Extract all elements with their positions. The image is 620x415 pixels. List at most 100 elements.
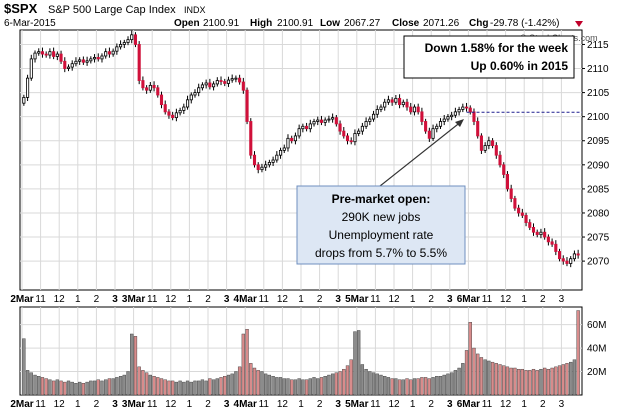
- volume-bar: [29, 372, 33, 396]
- candle-down: [535, 231, 539, 236]
- volume-bar: [111, 378, 115, 396]
- candle-down: [498, 154, 502, 166]
- candle-down: [468, 107, 472, 113]
- candle-down: [546, 236, 550, 243]
- candle-down: [472, 111, 476, 122]
- volume-bar: [51, 380, 56, 396]
- candle-down: [409, 106, 413, 113]
- volume-x-tick-label: 2Mar: [10, 399, 33, 410]
- candle-down: [509, 188, 513, 199]
- volume-bar: [550, 367, 554, 396]
- volume-bar: [189, 381, 193, 396]
- volume-y-tick-label: 40M: [587, 344, 606, 355]
- candle-up: [126, 39, 130, 43]
- volume-bar: [502, 365, 506, 396]
- candle-up: [22, 97, 26, 104]
- candle-up: [264, 164, 268, 168]
- price-y-tick-label: 2075: [587, 233, 610, 244]
- candle-down: [81, 59, 85, 63]
- volume-bar: [528, 370, 532, 396]
- candle-down: [576, 253, 580, 256]
- price-x-tick-label: 4Mar: [234, 294, 257, 305]
- candle-down: [494, 145, 498, 156]
- candle-up: [442, 118, 446, 122]
- candle-up: [453, 111, 457, 116]
- candle-up: [204, 82, 208, 86]
- volume-bar: [25, 370, 30, 396]
- candle-up: [572, 253, 576, 260]
- price-x-tick-label: 11: [482, 294, 493, 305]
- candle-up: [446, 116, 450, 120]
- volume-bars: [22, 310, 580, 396]
- volume-x-tick-label: 3: [559, 399, 565, 410]
- candle-up: [115, 46, 119, 52]
- candle-down: [44, 53, 48, 56]
- price-y-tick-label: 2090: [587, 160, 610, 171]
- volume-bar: [431, 377, 435, 396]
- volume-x-tick-label: 12: [165, 399, 177, 410]
- candle-up: [286, 137, 290, 149]
- price-y-axis: 2115 2110 2105 2100 2095 2090 2085 2080 2075 2070: [582, 40, 610, 268]
- price-x-tick-label: 1: [187, 294, 193, 305]
- price-x-tick-label: 3: [335, 294, 341, 305]
- candle-up: [92, 57, 97, 60]
- volume-bar: [85, 381, 89, 396]
- volume-bar: [569, 361, 573, 396]
- volume-bar: [81, 383, 86, 396]
- ytd-change-text: Up 0.60% in 2015: [471, 59, 569, 73]
- candle-up: [450, 114, 454, 118]
- volume-bar: [412, 378, 417, 396]
- candle-up: [200, 84, 204, 89]
- candle-down: [223, 81, 227, 84]
- volume-bar: [249, 363, 253, 396]
- candle-up: [461, 106, 465, 110]
- candle-up: [308, 123, 312, 130]
- volume-bar: [241, 333, 245, 396]
- candle-down: [256, 164, 260, 171]
- volume-bar: [319, 377, 324, 396]
- volume-x-axis: 2Mar 11 12 1 2 3 3Mar 11 12 1 2 3 4Mar 11 12 1 2 3 5Mar 11 1…: [10, 399, 564, 410]
- candle-up: [457, 109, 461, 113]
- volume-bar: [446, 373, 450, 396]
- volume-bar: [171, 380, 175, 396]
- candle-down: [305, 125, 309, 130]
- candle-down: [249, 121, 253, 156]
- candle-down: [163, 104, 167, 113]
- volume-bar: [267, 374, 272, 396]
- volume-bar: [323, 376, 327, 396]
- volume-x-tick-label: 11: [482, 399, 493, 410]
- volume-x-tick-label: 2: [540, 399, 546, 410]
- price-y-tick-label: 2095: [587, 136, 610, 147]
- candle-down: [528, 222, 532, 228]
- candle-up: [185, 99, 190, 108]
- volume-bar: [200, 379, 205, 396]
- high-value: 2100.91: [277, 18, 314, 29]
- candle-down: [208, 82, 212, 88]
- candle-up: [226, 79, 231, 84]
- low-value: 2067.27: [344, 18, 381, 29]
- volume-bar: [40, 377, 45, 396]
- volume-bar: [174, 381, 179, 396]
- change-value: -29.78 (-1.42%): [490, 18, 559, 29]
- candle-up: [539, 231, 543, 236]
- volume-bar: [118, 376, 123, 396]
- volume-bar: [278, 377, 283, 396]
- premarket-rate-change-text: drops from 5.7% to 5.5%: [315, 246, 447, 260]
- volume-x-tick-label: 11: [35, 399, 46, 410]
- candle-down: [137, 44, 141, 81]
- volume-bar: [115, 377, 119, 396]
- volume-bar: [375, 373, 379, 396]
- volume-bar: [48, 379, 52, 396]
- candle-down: [290, 137, 294, 142]
- candle-down: [245, 89, 249, 122]
- price-y-tick-label: 2080: [587, 208, 610, 219]
- candle-down: [345, 135, 350, 142]
- volume-bar: [59, 380, 63, 396]
- volume-x-tick-label: 3: [112, 399, 118, 410]
- volume-x-tick-label: 1: [521, 399, 527, 410]
- volume-bar: [468, 322, 472, 396]
- volume-bar: [386, 377, 391, 396]
- volume-x-tick-label: 2: [428, 399, 434, 410]
- volume-bar: [565, 363, 569, 396]
